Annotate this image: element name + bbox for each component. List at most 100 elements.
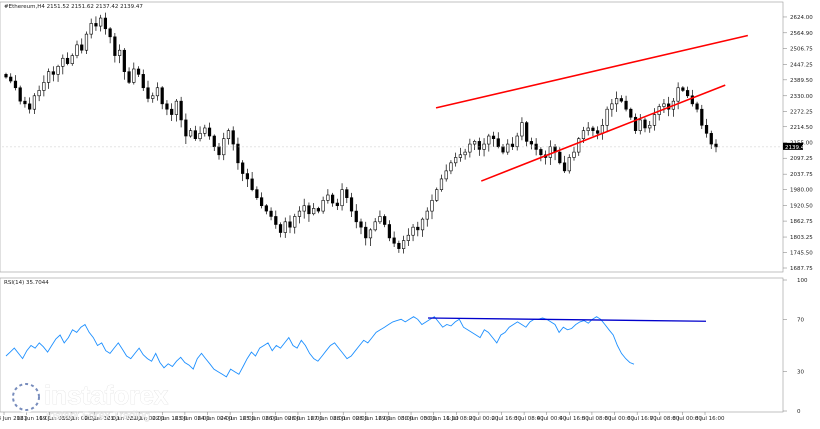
price-tick-label: 2506.75 — [790, 46, 813, 52]
candle — [591, 125, 595, 137]
candle — [444, 164, 448, 182]
candle — [312, 203, 316, 216]
time-tick-label: 24 Jun 16:00 — [220, 416, 255, 422]
candle — [283, 217, 287, 238]
watermark-brand: instaforex — [44, 380, 169, 410]
candle — [207, 122, 212, 140]
candle — [141, 69, 145, 91]
time-tick-label: 2 Jul 00:00 — [469, 416, 499, 422]
time-tick-label: 25 Jun 08:00 — [243, 416, 278, 422]
candle — [662, 99, 666, 113]
time-tick-label: 20 Jun 00:00 — [62, 416, 97, 422]
candle — [28, 97, 32, 114]
candle — [648, 121, 652, 133]
candle — [99, 14, 103, 32]
candle — [330, 192, 335, 207]
candle — [562, 155, 567, 174]
candle — [61, 54, 65, 75]
candle — [127, 67, 131, 85]
rsi-tick-label: 70 — [797, 317, 804, 323]
candle — [487, 133, 491, 152]
candle — [435, 187, 439, 202]
candle — [326, 189, 330, 204]
candle — [681, 86, 685, 93]
candle — [32, 93, 37, 115]
current-price-label: 2139.47 — [785, 145, 808, 151]
time-tick-label: 23 Jun 08:00 — [175, 416, 210, 422]
candle — [108, 27, 112, 44]
candle — [638, 114, 642, 135]
candle — [340, 183, 344, 211]
candle — [368, 228, 373, 246]
candle — [56, 64, 60, 82]
price-tick-label: 2330.00 — [790, 94, 813, 100]
candle — [430, 194, 434, 220]
time-tick-label: 22 Jun 16:00 — [152, 416, 187, 422]
candle — [278, 222, 283, 238]
candle — [520, 117, 524, 141]
candle — [425, 207, 429, 227]
price-tick-label: 1687.75 — [790, 266, 813, 272]
time-tick-label: 21 Jun 08:00 — [107, 416, 142, 422]
candle — [297, 206, 302, 224]
candle — [136, 66, 141, 78]
time-tick-label: 2 Jul 16:00 — [491, 416, 521, 422]
candle — [188, 127, 193, 138]
candle — [18, 85, 22, 105]
time-tick-label: 5 Jul 08:00 — [582, 416, 612, 422]
candle — [345, 186, 349, 204]
candle — [349, 192, 354, 217]
candle — [288, 215, 292, 234]
candle — [335, 198, 339, 211]
price-tick-label: 1803.25 — [790, 235, 813, 241]
time-tick-label: 7 Jul 08:00 — [650, 416, 680, 422]
candle — [633, 113, 638, 134]
rsi-tick-label: 100 — [797, 278, 808, 284]
watermark-tagline: Instant Forex Trading — [46, 410, 150, 422]
rising-wedge — [435, 34, 749, 182]
time-tick-label: 26 Jun 00:00 — [265, 416, 300, 422]
price-tick-label: 2624.00 — [790, 15, 813, 21]
time-tick-label: 3 Jul 08:00 — [514, 416, 544, 422]
candle — [704, 118, 709, 138]
candle — [46, 68, 51, 89]
candle — [364, 221, 368, 246]
time-tick-label: 22 Jun 00:00 — [130, 416, 165, 422]
time-tick-label: 1 Jul 08:00 — [446, 416, 476, 422]
candle — [463, 148, 467, 160]
price-tick-label: 1980.00 — [790, 188, 813, 194]
candle — [113, 33, 117, 63]
time-tick-label: 24 Jun 00:00 — [198, 416, 233, 422]
candle — [624, 95, 628, 112]
candle — [179, 96, 183, 128]
candle — [416, 221, 420, 237]
candle — [151, 92, 155, 103]
candle — [525, 121, 529, 147]
rsi-header: RSI(14) 35.7044 — [4, 280, 49, 286]
time-tick-label: 4 Jul 00:00 — [537, 416, 567, 422]
candle — [122, 48, 126, 80]
time-tick-label: 29 Jun 08:00 — [378, 416, 413, 422]
candle — [354, 204, 358, 229]
candle — [610, 99, 614, 117]
candle — [529, 137, 534, 150]
candle — [321, 196, 325, 214]
candle — [250, 171, 254, 192]
time-tick-label: 18 Jun 2021 — [0, 416, 27, 422]
candle — [685, 86, 690, 98]
price-tick-label: 1862.75 — [790, 219, 813, 225]
price-tick-label: 1920.50 — [790, 204, 813, 210]
time-tick-label: 28 Jun 00:00 — [333, 416, 368, 422]
candle — [572, 146, 576, 161]
candle — [586, 122, 590, 136]
candle — [84, 31, 89, 54]
candle — [392, 231, 396, 248]
price-tick-label: 2389.50 — [790, 78, 813, 84]
candle — [439, 174, 444, 192]
candle — [13, 75, 18, 91]
wedge-upper-line — [435, 34, 749, 109]
candle — [539, 147, 543, 162]
candle — [269, 207, 273, 221]
